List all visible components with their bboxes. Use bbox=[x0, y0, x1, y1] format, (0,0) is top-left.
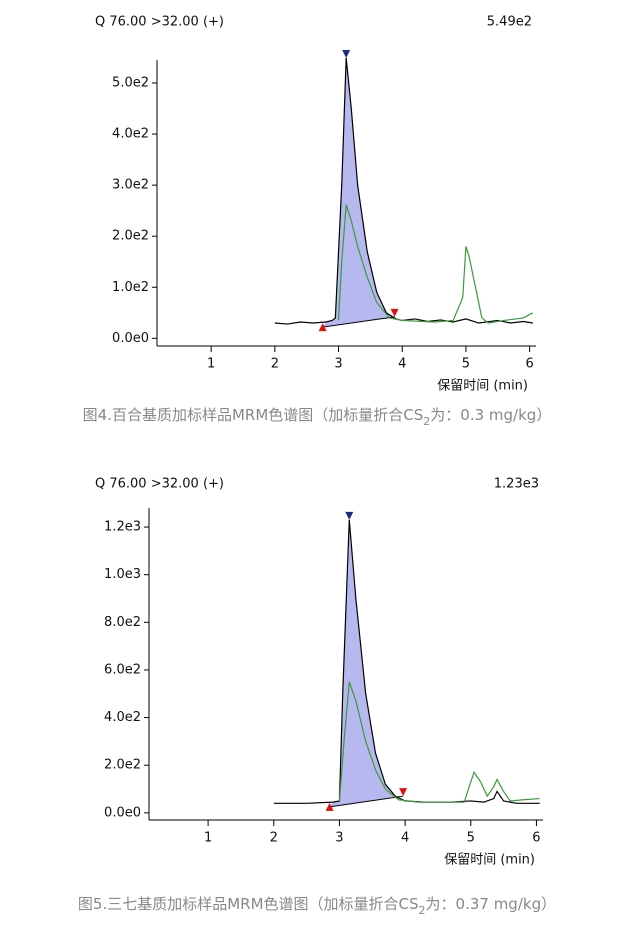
y-tick-label: 0.0e0 bbox=[112, 331, 149, 346]
x-tick-label: 6 bbox=[525, 357, 533, 372]
y-tick-label: 2.0e2 bbox=[112, 229, 149, 244]
y-tick-label: 5.0e2 bbox=[112, 75, 149, 90]
x-axis-label: 保留时间 (min) bbox=[444, 853, 535, 868]
y-tick-label: 0.0e0 bbox=[104, 805, 141, 820]
x-tick-label: 1 bbox=[207, 357, 215, 372]
caption-after: 为：0.3 mg/kg） bbox=[430, 406, 551, 424]
x-tick-label: 4 bbox=[398, 357, 406, 372]
peak-end-marker bbox=[390, 308, 399, 317]
y-tick-label: 8.0e2 bbox=[104, 615, 141, 630]
chart-title: Q 76.00 >32.00 (+) bbox=[95, 477, 224, 492]
caption: 图4.百合基质加标样品MRM色谱图（加标量折合CS2为：0.3 mg/kg） bbox=[83, 406, 552, 428]
x-tick-label: 2 bbox=[270, 831, 278, 846]
peak-area bbox=[329, 519, 404, 807]
x-tick-label: 6 bbox=[532, 831, 540, 846]
peak-baseline bbox=[329, 795, 404, 808]
y-tick-label: 3.0e2 bbox=[112, 178, 149, 193]
peak-start-marker bbox=[325, 802, 334, 811]
x-tick-label: 3 bbox=[334, 357, 342, 372]
caption-after: 为：0.37 mg/kg） bbox=[426, 895, 557, 913]
peak-end-marker bbox=[399, 788, 408, 797]
caption-subscript: 2 bbox=[419, 904, 426, 917]
confirm-line bbox=[338, 681, 540, 803]
peak-apex-marker bbox=[342, 49, 351, 58]
caption-text: 图5.三七基质加标样品MRM色谱图（加标量折合CS bbox=[78, 895, 419, 913]
x-tick-label: 4 bbox=[401, 831, 409, 846]
confirm-line bbox=[337, 204, 534, 324]
x-tick-label: 5 bbox=[467, 831, 475, 846]
y-tick-label: 2.0e2 bbox=[104, 758, 141, 773]
x-tick-label: 2 bbox=[271, 357, 279, 372]
y-tick-label: 4.0e2 bbox=[112, 127, 149, 142]
x-tick-label: 1 bbox=[204, 831, 212, 846]
chart-title: Q 76.00 >32.00 (+) bbox=[95, 15, 224, 30]
y-tick-label: 1.0e3 bbox=[104, 567, 141, 582]
y-tick-label: 1.0e2 bbox=[112, 280, 149, 295]
caption: 图5.三七基质加标样品MRM色谱图（加标量折合CS2为：0.37 mg/kg） bbox=[78, 895, 556, 917]
peak-apex-marker bbox=[345, 511, 354, 520]
trace-line bbox=[273, 519, 540, 804]
peak-start-marker bbox=[318, 323, 327, 332]
y-tick-label: 6.0e2 bbox=[104, 662, 141, 677]
max-intensity: 5.49e2 bbox=[487, 15, 532, 30]
x-tick-label: 3 bbox=[335, 831, 343, 846]
max-intensity: 1.23e3 bbox=[494, 477, 539, 492]
y-tick-label: 1.2e3 bbox=[104, 520, 141, 535]
trace-line bbox=[274, 57, 533, 325]
peak-baseline bbox=[322, 316, 395, 328]
x-tick-label: 5 bbox=[462, 357, 470, 372]
x-axis-label: 保留时间 (min) bbox=[437, 379, 528, 394]
caption-text: 图4.百合基质加标样品MRM色谱图（加标量折合CS bbox=[83, 406, 424, 424]
caption-subscript: 2 bbox=[423, 415, 430, 428]
y-tick-label: 4.0e2 bbox=[104, 710, 141, 725]
